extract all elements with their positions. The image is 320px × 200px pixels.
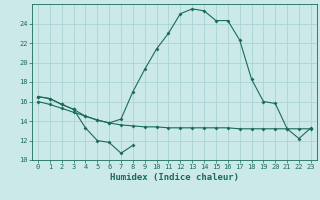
X-axis label: Humidex (Indice chaleur): Humidex (Indice chaleur) [110,173,239,182]
